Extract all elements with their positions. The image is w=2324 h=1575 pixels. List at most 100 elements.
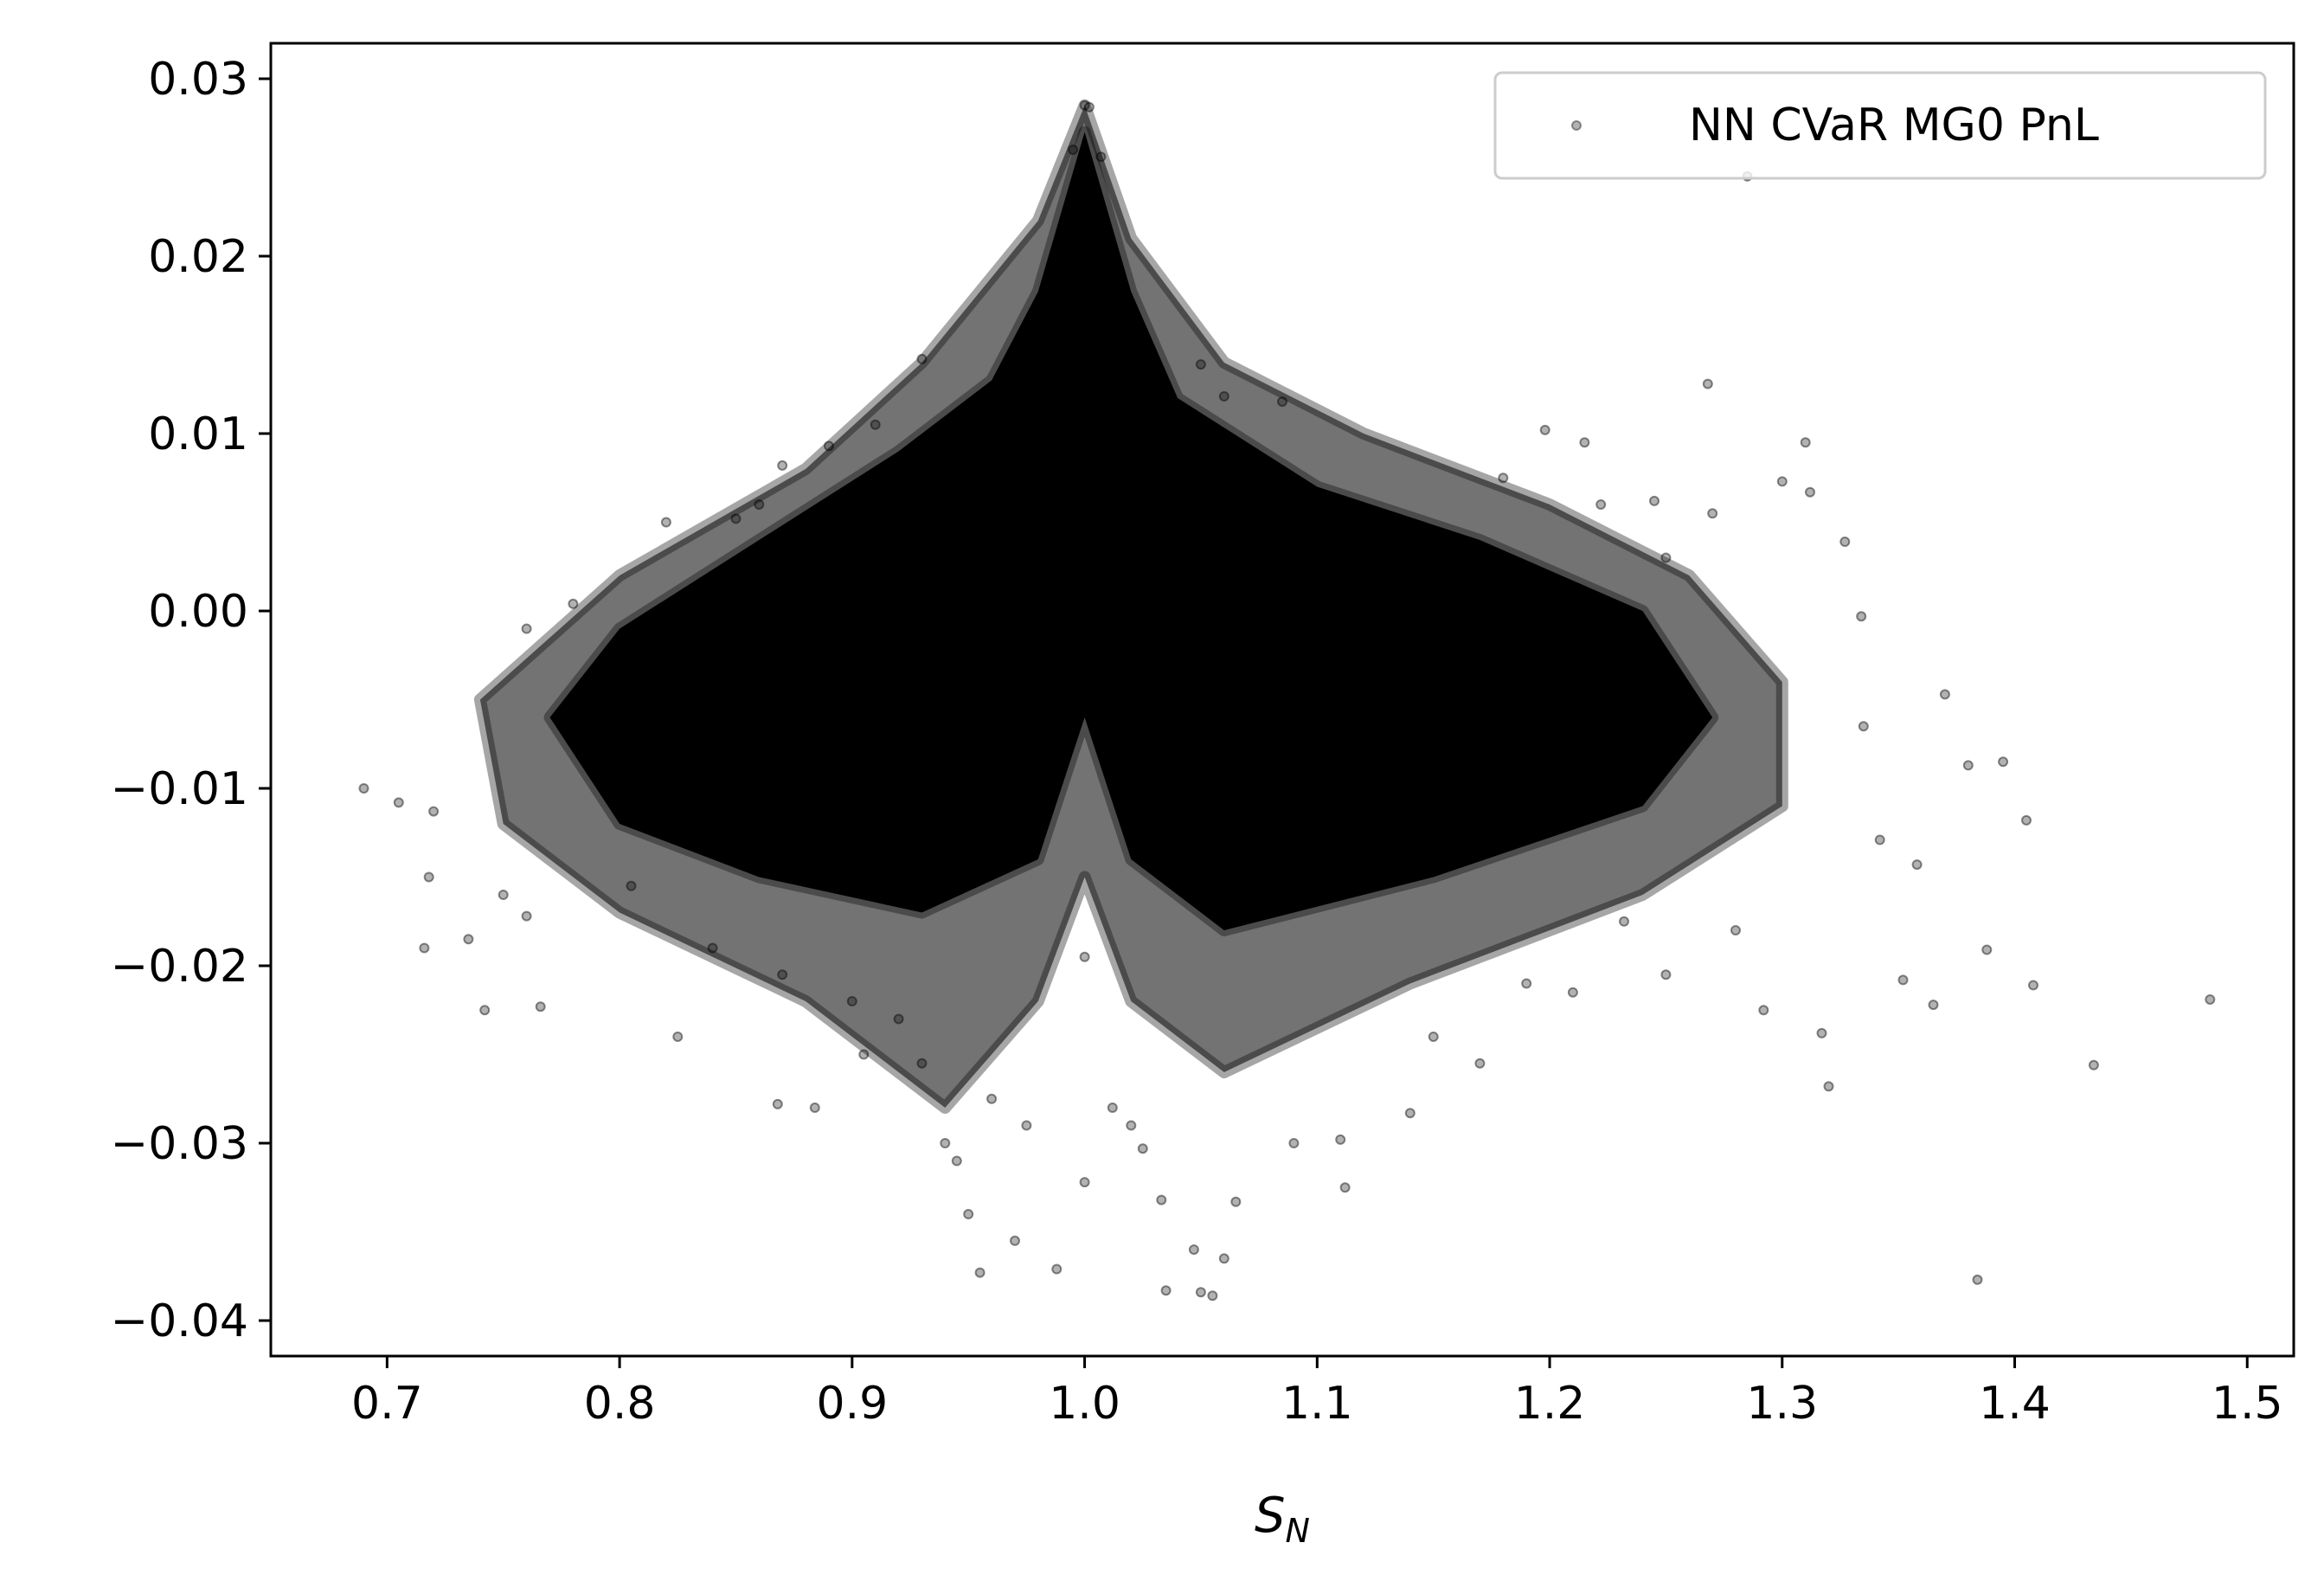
x-tick-label: 1.5: [2212, 1378, 2283, 1430]
x-tick-label: 0.7: [351, 1378, 423, 1430]
scatter-point: [1010, 1235, 1020, 1246]
scatter-point: [1619, 916, 1629, 927]
scatter-point: [1962, 760, 1974, 771]
scatter-point: [963, 1209, 974, 1219]
scatter-point: [1339, 1182, 1351, 1193]
scatter-point: [777, 460, 788, 471]
scatter-point: [626, 880, 637, 891]
scatter-point: [1156, 1194, 1167, 1205]
scatter-point: [1939, 689, 1950, 700]
scatter-point: [1707, 508, 1718, 519]
scatter-point: [1660, 969, 1672, 980]
scatter-point: [1874, 834, 1885, 845]
scatter-point: [1195, 1287, 1206, 1298]
scatter-point: [1195, 359, 1206, 370]
scatter-point: [1218, 1253, 1229, 1264]
y-tick-label: −0.02: [111, 941, 248, 993]
scatter-point: [809, 1102, 820, 1113]
scatter-point: [1218, 391, 1229, 402]
legend-box: [1493, 71, 2267, 180]
scatter-point: [1758, 1005, 1769, 1016]
scatter-point: [1579, 437, 1590, 448]
scatter-point: [1776, 476, 1788, 487]
scatter-point: [1800, 437, 1811, 448]
y-tick-label: 0.02: [148, 231, 248, 283]
x-axis-label: SN: [1255, 1488, 1310, 1550]
x-tick-label: 1.2: [1514, 1378, 1586, 1430]
scatter-point: [824, 440, 834, 452]
scatter-point: [1539, 424, 1550, 435]
y-tick-label: −0.04: [111, 1295, 248, 1347]
scatter-point: [1095, 151, 1107, 163]
legend-marker: [1571, 120, 1582, 131]
scatter-point: [1335, 1134, 1346, 1145]
scatter-point: [479, 1005, 491, 1016]
scatter-point: [1126, 1120, 1137, 1131]
scatter-point: [1595, 499, 1607, 510]
legend-label: NN CVaR MG0 PnL: [1689, 100, 2099, 151]
scatter-point: [1816, 1027, 1827, 1038]
x-axis-label-main: S: [1255, 1488, 1286, 1544]
scatter-point: [1649, 495, 1660, 506]
scatter-point: [393, 797, 404, 808]
y-tick-label: 0.00: [148, 586, 248, 638]
plot-frame: [269, 42, 2295, 1358]
scatter-point: [1474, 1058, 1486, 1069]
scatter-point: [1839, 537, 1851, 547]
x-tick-label: 1.0: [1049, 1378, 1120, 1430]
scatter-point: [777, 969, 788, 980]
scatter-point: [974, 1267, 985, 1278]
scatter-point: [893, 1013, 904, 1025]
scatter-point: [1068, 145, 1079, 155]
scatter-point: [672, 1032, 684, 1042]
scatter-point: [423, 871, 434, 883]
scatter-point: [1107, 1102, 1118, 1113]
scatter-point: [1567, 987, 1578, 998]
scatter-point: [602, 650, 613, 661]
scatter-point: [2205, 994, 2216, 1005]
scatter-point: [1660, 552, 1672, 563]
scatter-point: [521, 623, 532, 634]
scatter-point: [1702, 378, 1713, 389]
scatter-point: [358, 783, 369, 794]
scatter-point: [1972, 1274, 1983, 1285]
scatter-point: [1079, 1177, 1090, 1188]
scatter-point: [1805, 486, 1815, 498]
scatter-point: [1051, 1263, 1062, 1275]
scatter-point: [1207, 1290, 1218, 1302]
scatter-point: [858, 1049, 870, 1060]
scatter-point: [1021, 1120, 1032, 1131]
x-tick-label: 1.1: [1281, 1378, 1353, 1430]
scatter-point: [1160, 1285, 1172, 1296]
y-tick-label: 0.01: [148, 408, 248, 460]
x-tick-label: 0.8: [584, 1378, 656, 1430]
x-axis: 0.7 0.8 0.9 1.0 1.1 1.2 1.3 1.4 1.5: [351, 1356, 2283, 1430]
scatter-point: [1998, 756, 2009, 768]
scatter-point: [1823, 1081, 1834, 1092]
scatter-point: [1428, 1032, 1439, 1042]
scatter-point: [1981, 944, 1993, 955]
scatter-point: [1079, 951, 1090, 962]
scatter-point: [2021, 814, 2032, 826]
scatter-density-region: [473, 99, 1788, 1114]
scatter-point: [1137, 1143, 1148, 1154]
scatter-point: [986, 1093, 998, 1104]
x-tick-label: 1.3: [1746, 1378, 1818, 1430]
scatter-point: [2028, 980, 2038, 991]
legend: NN CVaR MG0 PnL: [1493, 71, 2267, 180]
scatter-point: [916, 1058, 928, 1069]
scatter-point: [754, 499, 765, 510]
scatter-point: [1928, 1000, 1939, 1011]
y-tick-label: −0.01: [111, 763, 248, 815]
scatter-point: [772, 1098, 783, 1109]
scatter-point: [568, 598, 579, 609]
scatter-point: [1897, 974, 1909, 986]
scatter-point: [1288, 1138, 1300, 1148]
x-tick-label: 0.9: [816, 1378, 888, 1430]
x-axis-label-subscript: N: [1286, 1512, 1310, 1550]
scatter-point: [2088, 1059, 2099, 1070]
scatter-point: [660, 517, 671, 528]
scatter-point: [730, 513, 741, 524]
scatter-point: [1277, 396, 1287, 408]
scatter-point: [1856, 611, 1867, 622]
